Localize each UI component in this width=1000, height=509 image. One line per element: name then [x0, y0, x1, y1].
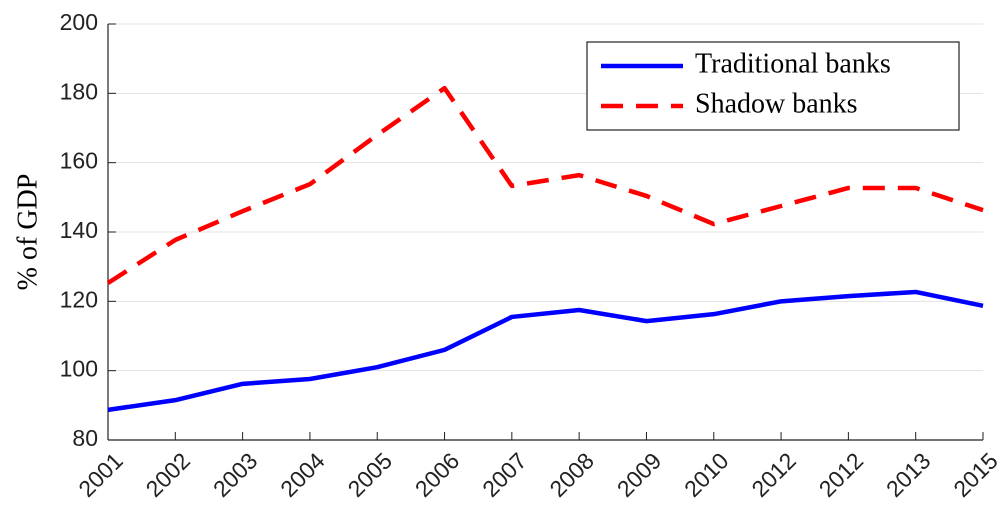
line-series — [106, 85, 984, 285]
legend-label: Shadow banks — [695, 88, 858, 119]
x-tick-label: 2004 — [275, 447, 330, 502]
y-tick-label: 200 — [60, 9, 98, 35]
y-tick-label: 180 — [60, 78, 98, 104]
x-tick-label: 2005 — [342, 447, 397, 502]
x-tick-label: 2009 — [612, 447, 667, 502]
legend-box — [586, 41, 960, 131]
x-tick-label: 2008 — [544, 447, 599, 502]
x-tick-label: 2012 — [814, 447, 869, 502]
x-tick-label: 2012 — [746, 447, 801, 502]
x-tick-label: 2003 — [208, 447, 263, 502]
y-tick-label: 140 — [60, 217, 98, 243]
x-tick-label: 2006 — [410, 447, 465, 502]
y-tick-label: 100 — [60, 356, 98, 382]
x-tick-label: 2007 — [477, 447, 532, 502]
legend-label: Traditional banks — [695, 48, 891, 79]
line-series — [107, 289, 984, 413]
y-axis-label: % of GDP — [12, 174, 43, 291]
y-tick-label: 80 — [72, 425, 98, 451]
x-tick-label: 2015 — [948, 447, 1000, 502]
y-tick-label: 160 — [60, 148, 98, 174]
x-tick-label: 2002 — [141, 447, 196, 502]
x-tick-label: 2013 — [881, 447, 936, 502]
y-tick-label: 120 — [60, 286, 98, 312]
x-tick-label: 2010 — [679, 447, 734, 502]
x-tick-label: 2001 — [73, 447, 128, 502]
